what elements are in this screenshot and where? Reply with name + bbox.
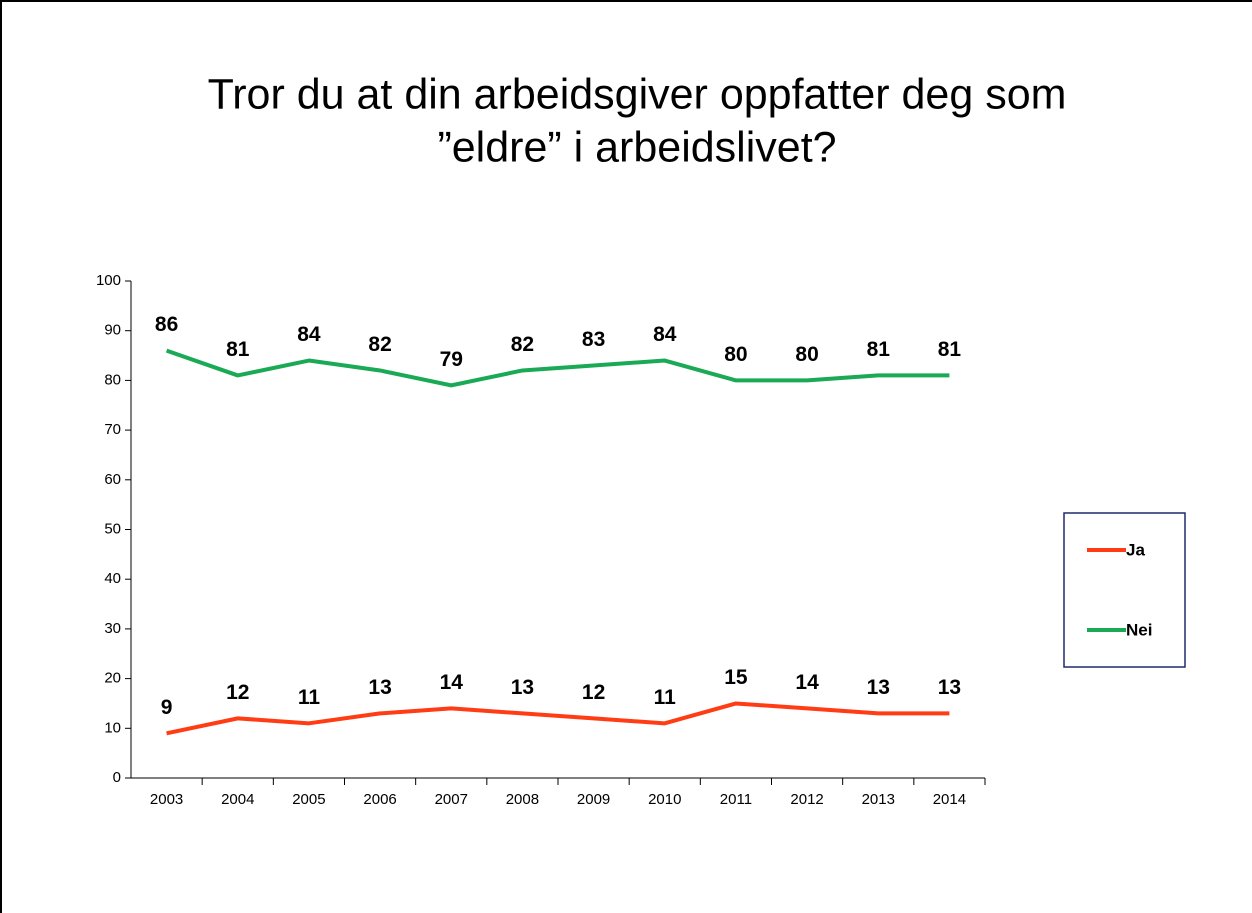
y-tick-label: 0 — [113, 769, 121, 786]
x-tick-label: 2014 — [933, 791, 966, 808]
legend-box — [1063, 512, 1186, 668]
y-tick-label: 60 — [104, 471, 121, 488]
data-label: 84 — [653, 323, 677, 346]
chart-title: ”eldre” i arbeidslivet? — [437, 123, 836, 171]
x-tick-label: 2005 — [292, 791, 325, 808]
x-tick-label: 2011 — [720, 791, 752, 808]
series-line — [165, 348, 950, 388]
x-tick-label: 2008 — [506, 791, 539, 808]
x-tick-label: 2006 — [363, 791, 396, 808]
x-tick-label: 2010 — [648, 791, 681, 808]
data-label: 81 — [938, 338, 962, 361]
y-tick-label: 80 — [104, 371, 121, 388]
y-tick-label: 100 — [96, 272, 121, 289]
data-label: 12 — [582, 681, 605, 704]
data-label: 13 — [867, 676, 890, 699]
y-tick-label: 20 — [104, 670, 121, 687]
x-tick-label: 2003 — [150, 791, 183, 808]
data-label: 84 — [297, 323, 321, 346]
data-label: 13 — [511, 676, 534, 699]
y-tick-label: 10 — [104, 719, 121, 736]
x-tick-label: 2012 — [790, 791, 823, 808]
y-tick-label: 40 — [104, 570, 121, 587]
x-tick-label: 2009 — [577, 791, 610, 808]
x-tick-label: 2007 — [435, 791, 468, 808]
data-label: 14 — [795, 671, 819, 694]
data-label: 86 — [155, 313, 178, 336]
data-label: 82 — [368, 333, 391, 356]
data-label: 79 — [440, 348, 463, 371]
y-tick-label: 70 — [104, 421, 121, 438]
data-label: 82 — [511, 333, 534, 356]
chart-title: Tror du at din arbeidsgiver oppfatter de… — [208, 70, 1067, 118]
x-tick-label: 2004 — [221, 791, 254, 808]
legend-label: Nei — [1126, 620, 1152, 639]
data-label: 11 — [298, 686, 321, 709]
data-label: 13 — [368, 676, 391, 699]
data-label: 13 — [938, 676, 961, 699]
data-label: 80 — [724, 343, 747, 366]
data-label: 14 — [440, 671, 464, 694]
data-label: 83 — [582, 328, 605, 351]
series-line — [166, 701, 950, 736]
x-tick-label: 2013 — [862, 791, 895, 808]
data-label: 11 — [654, 686, 677, 709]
y-tick-label: 50 — [104, 520, 121, 537]
data-label: 81 — [867, 338, 891, 361]
y-tick-label: 90 — [104, 322, 121, 339]
data-label: 12 — [226, 681, 249, 704]
data-label: 81 — [226, 338, 250, 361]
data-label: 80 — [795, 343, 818, 366]
data-label: 9 — [161, 696, 173, 719]
data-label: 15 — [724, 666, 748, 689]
y-tick-label: 30 — [104, 620, 121, 637]
legend-label: Ja — [1126, 540, 1145, 559]
